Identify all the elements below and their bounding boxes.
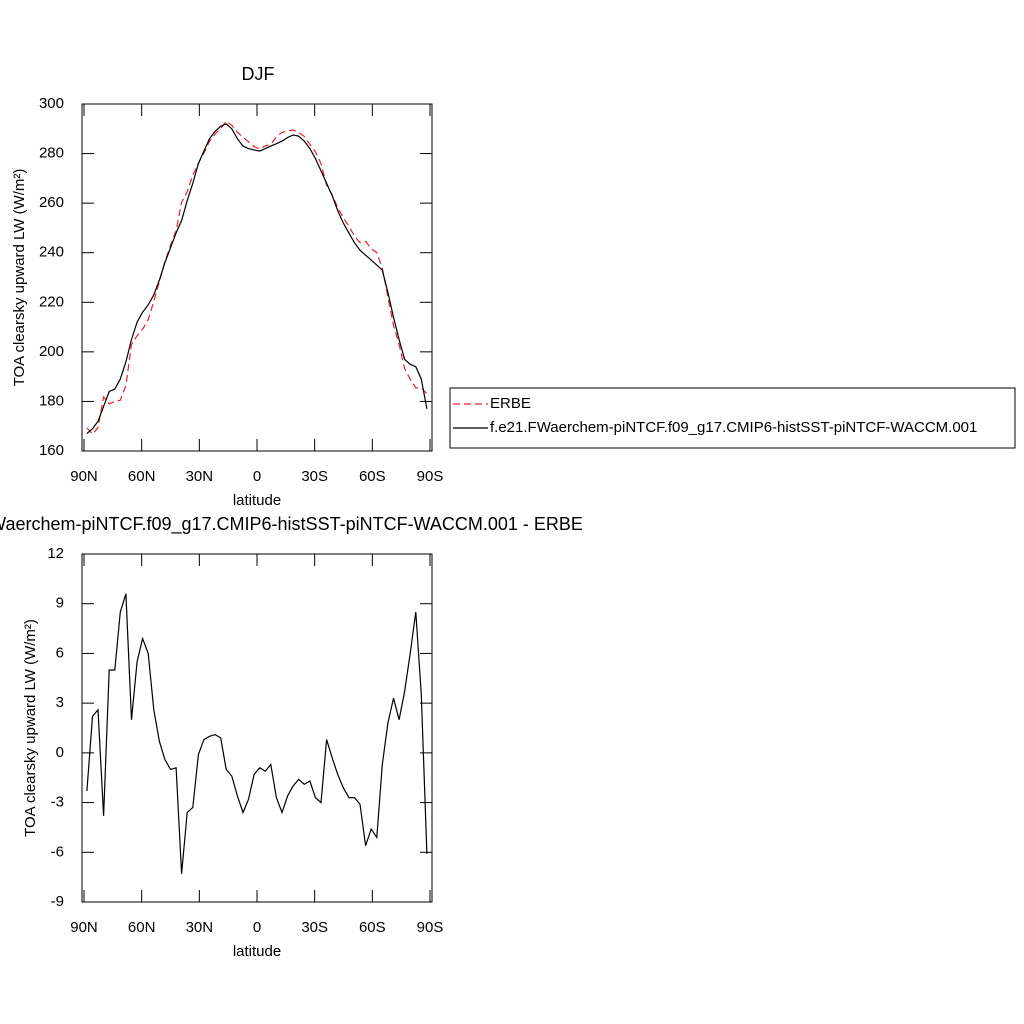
- y-tick-label: 300: [39, 95, 64, 112]
- x-tick-label: 60N: [128, 468, 156, 485]
- x-tick-label: 60N: [128, 919, 156, 936]
- legend-label: ERBE: [490, 395, 531, 412]
- x-tick-label: 60S: [359, 919, 386, 936]
- legend-label: f.e21.FWaerchem-piNTCF.f09_g17.CMIP6-his…: [490, 419, 977, 436]
- data-line: [86, 123, 428, 435]
- y-tick-label: 3: [56, 694, 64, 711]
- x-axis-label: latitude: [233, 492, 281, 509]
- y-tick-label: 220: [39, 293, 64, 310]
- y-tick-label: 240: [39, 244, 64, 261]
- legend-box: [449, 387, 1016, 449]
- x-tick-label: 90S: [417, 468, 444, 485]
- x-tick-label: 30N: [186, 919, 214, 936]
- x-tick-label: 0: [253, 919, 261, 936]
- plot-frame: [81, 103, 433, 452]
- y-axis-label: TOA clearsky upward LW (W/m²): [11, 169, 28, 387]
- x-tick-label: 90N: [70, 468, 98, 485]
- y-tick-label: -6: [51, 843, 64, 860]
- y-tick-label: 200: [39, 343, 64, 360]
- y-tick-label: 0: [56, 744, 64, 761]
- x-tick-label: 90N: [70, 919, 98, 936]
- x-tick-label: 90S: [417, 919, 444, 936]
- x-tick-label: 30S: [301, 468, 328, 485]
- y-tick-label: 12: [47, 545, 64, 562]
- y-tick-label: 260: [39, 194, 64, 211]
- y-tick-label: -3: [51, 794, 64, 811]
- y-tick-label: 9: [56, 595, 64, 612]
- chart-title: DJF: [242, 64, 275, 84]
- x-tick-label: 0: [253, 468, 261, 485]
- data-line: [86, 593, 428, 874]
- y-tick-label: 180: [39, 392, 64, 409]
- y-tick-label: 280: [39, 145, 64, 162]
- x-tick-label: 30S: [301, 919, 328, 936]
- x-tick-label: 60S: [359, 468, 386, 485]
- chart-title: f.e21.FWaerchem-piNTCF.f09_g17.CMIP6-his…: [0, 514, 583, 535]
- plot-frame: [81, 553, 433, 903]
- y-tick-label: 160: [39, 442, 64, 459]
- x-tick-label: 30N: [186, 468, 214, 485]
- y-axis-label: TOA clearsky upward LW (W/m²): [22, 619, 39, 837]
- x-axis-label: latitude: [233, 943, 281, 960]
- data-line: [86, 120, 428, 436]
- y-tick-label: 6: [56, 644, 64, 661]
- y-tick-label: -9: [51, 893, 64, 910]
- legend: ERBE f.e21.FWaerchem-piNTCF.f09_g17.CMIP6…: [449, 387, 1016, 449]
